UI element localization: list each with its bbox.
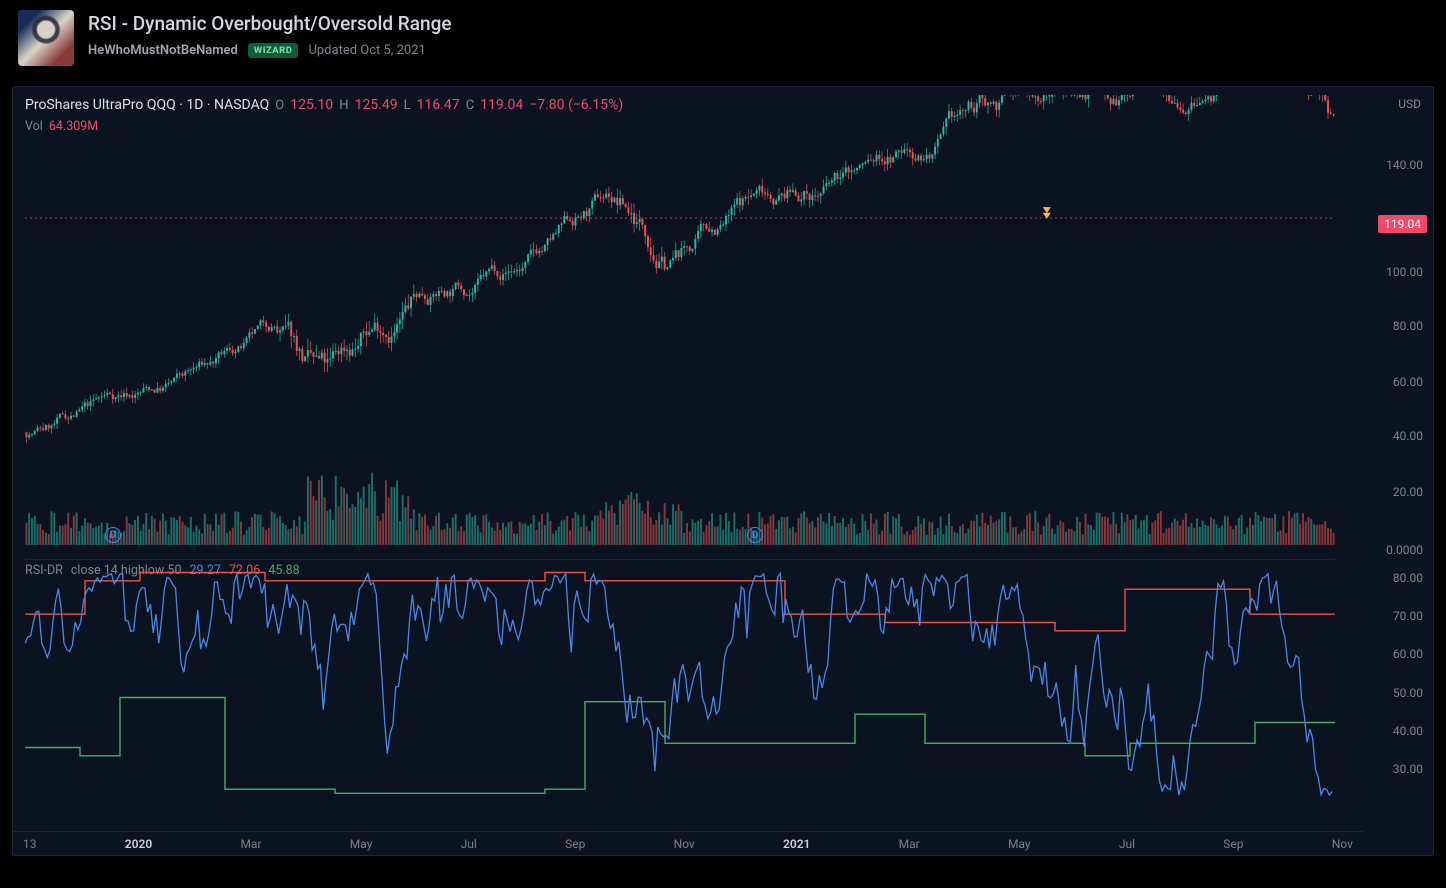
- time-axis-tick: Mar: [240, 837, 261, 851]
- time-axis-tick: May: [350, 837, 373, 851]
- page-header: RSI - Dynamic Overbought/Oversold Range …: [0, 0, 1446, 86]
- dividend-marker-icon[interactable]: D: [105, 527, 121, 543]
- price-y-tick: 80.00: [1393, 319, 1423, 333]
- time-axis-tick: Sep: [565, 837, 585, 851]
- last-price-tag: 119.04: [1378, 215, 1427, 233]
- price-y-tick: 40.00: [1393, 429, 1423, 443]
- author-avatar[interactable]: [18, 10, 74, 66]
- subline: HeWhoMustNotBeNamed WIZARD Updated Oct 5…: [88, 43, 452, 58]
- time-axis-tick: Mar: [899, 837, 920, 851]
- price-y-tick: 140.00: [1386, 158, 1423, 172]
- rsi-y-tick: 70.00: [1393, 609, 1423, 623]
- rsi-y-tick: 80.00: [1393, 571, 1423, 585]
- price-y-tick: 0.0000: [1386, 543, 1423, 557]
- time-axis[interactable]: 13 2020 Mar May Jul Sep Nov 2021 Mar May Jul Sep Nov: [13, 831, 1363, 855]
- price-y-tick: 20.00: [1393, 485, 1423, 499]
- time-axis-tick: Nov: [1332, 837, 1353, 851]
- currency-label: USD: [1398, 97, 1421, 111]
- time-axis-tick: Nov: [674, 837, 695, 851]
- rsi-chart-canvas[interactable]: [25, 559, 1335, 809]
- time-axis-tick: Jul: [461, 837, 477, 851]
- time-axis-tick: 13: [23, 837, 37, 851]
- price-y-tick: 100.00: [1386, 265, 1423, 279]
- author-badge: WIZARD: [248, 43, 299, 58]
- chart-frame[interactable]: ProShares UltraPro QQQ · 1D · NASDAQ O 1…: [12, 86, 1434, 856]
- author-link[interactable]: HeWhoMustNotBeNamed: [88, 43, 238, 58]
- page-title: RSI - Dynamic Overbought/Oversold Range: [88, 12, 452, 35]
- time-axis-tick: 2021: [783, 837, 810, 851]
- updated-label: Updated Oct 5, 2021: [308, 43, 425, 58]
- rsi-y-tick: 60.00: [1393, 647, 1423, 661]
- time-axis-tick: 2020: [125, 837, 152, 851]
- rsi-y-tick: 40.00: [1393, 724, 1423, 738]
- time-axis-tick: May: [1008, 837, 1031, 851]
- rsi-y-tick: 30.00: [1393, 762, 1423, 776]
- time-axis-tick: Jul: [1119, 837, 1135, 851]
- title-block: RSI - Dynamic Overbought/Oversold Range …: [88, 10, 452, 58]
- rsi-y-tick: 50.00: [1393, 686, 1423, 700]
- time-axis-tick: Sep: [1223, 837, 1243, 851]
- price-y-tick: 60.00: [1393, 375, 1423, 389]
- price-chart-canvas[interactable]: [25, 95, 1335, 545]
- dividend-marker-icon[interactable]: D: [747, 527, 763, 543]
